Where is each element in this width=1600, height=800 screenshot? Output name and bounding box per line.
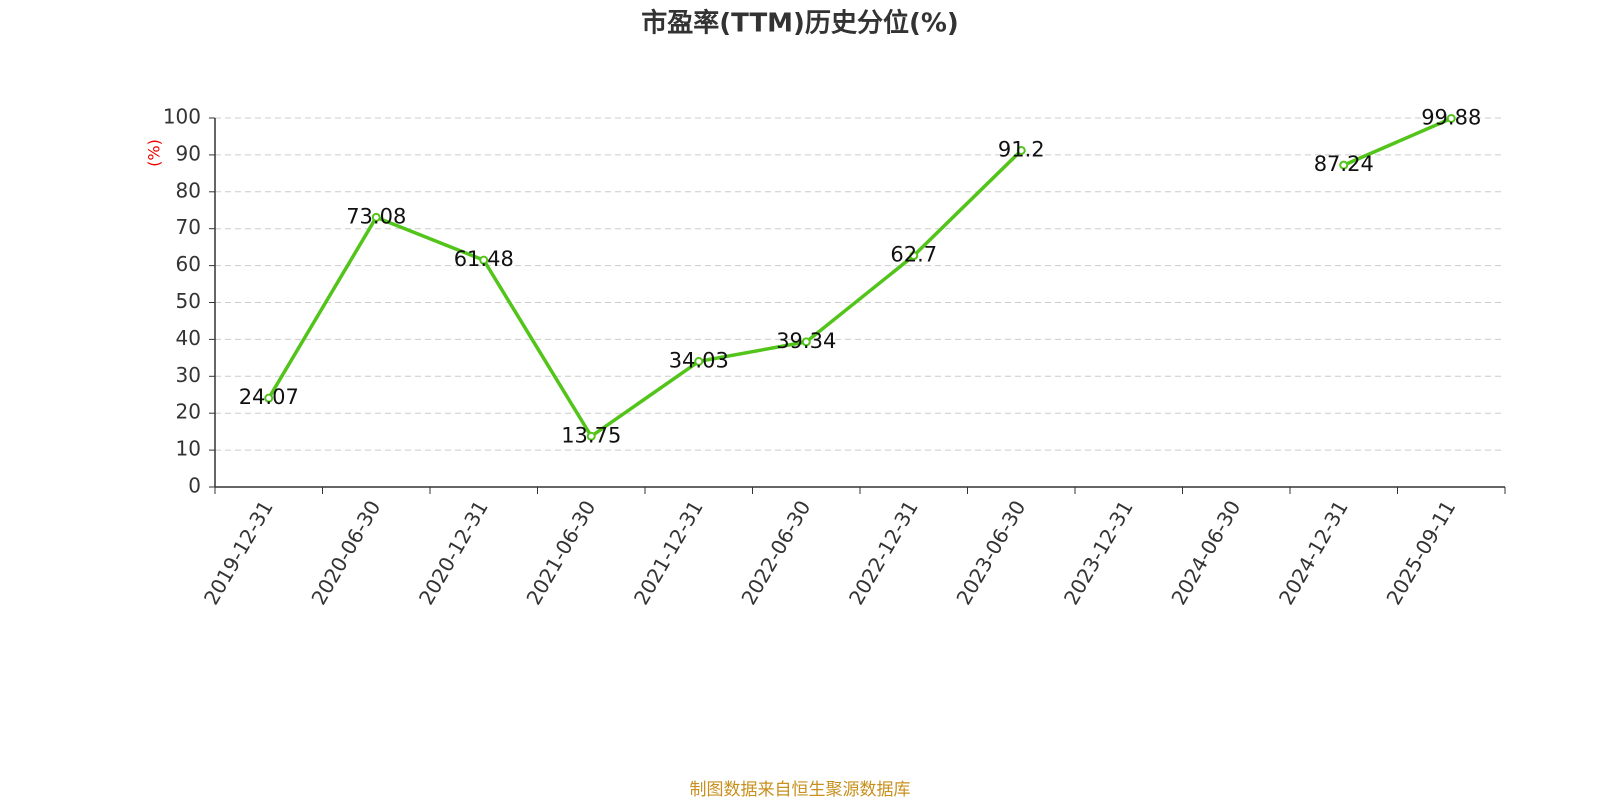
- x-tick-label: 2024-06-30: [1166, 496, 1245, 609]
- data-label: 24.07: [239, 385, 299, 409]
- x-tick-label: 2022-12-31: [844, 496, 923, 609]
- data-line: [267, 116, 1452, 439]
- y-tick-label: 100: [163, 105, 201, 129]
- y-tick-label: 20: [176, 400, 201, 424]
- x-tick-label: 2025-09-11: [1381, 496, 1460, 609]
- data-point: [1016, 145, 1026, 155]
- source-note: 制图数据来自恒生聚源数据库: [690, 780, 911, 800]
- data-label: 87.24: [1314, 152, 1374, 176]
- data-point: [371, 212, 381, 222]
- y-tick-label: 0: [188, 474, 201, 498]
- data-point: [801, 337, 811, 347]
- x-tick-label: 2023-12-31: [1059, 496, 1138, 609]
- x-tick-label: 2019-12-31: [199, 496, 278, 609]
- data-label: 73.08: [346, 204, 406, 228]
- data-point: [586, 431, 596, 441]
- y-tick-label: 10: [176, 437, 201, 461]
- data-label: 34.03: [669, 348, 729, 372]
- y-tick-label: 90: [176, 141, 201, 165]
- x-tick-label: 2024-12-31: [1274, 496, 1353, 609]
- x-tick-label: 2023-06-30: [951, 496, 1030, 609]
- data-point: [1446, 113, 1456, 123]
- y-tick-label: 70: [176, 215, 201, 239]
- data-point: [264, 393, 274, 403]
- y-tick-label: 40: [176, 326, 201, 350]
- data-label: 61.48: [454, 247, 514, 271]
- x-tick-label: 2022-06-30: [736, 496, 815, 609]
- y-axis-label: (%): [145, 139, 164, 167]
- data-point: [694, 356, 704, 366]
- data-point: [1339, 160, 1349, 170]
- data-label: 13.75: [561, 423, 621, 447]
- y-tick-label: 50: [176, 289, 201, 313]
- data-point: [479, 255, 489, 265]
- data-label: 99.88: [1421, 105, 1481, 129]
- x-tick-label: 2021-06-30: [521, 496, 600, 609]
- x-tick-label: 2021-12-31: [629, 496, 708, 609]
- y-tick-label: 60: [176, 252, 201, 276]
- chart-title: 市盈率(TTM)历史分位(%): [641, 8, 959, 39]
- y-tick-label: 30: [176, 363, 201, 387]
- x-tick-label: 2020-12-31: [414, 496, 493, 609]
- x-tick-label: 2020-06-30: [306, 496, 385, 609]
- y-tick-label: 80: [176, 178, 201, 202]
- data-label: 91.2: [998, 137, 1045, 161]
- data-point: [909, 251, 919, 261]
- data-label: 62.7: [890, 243, 937, 267]
- data-label: 39.34: [776, 329, 836, 353]
